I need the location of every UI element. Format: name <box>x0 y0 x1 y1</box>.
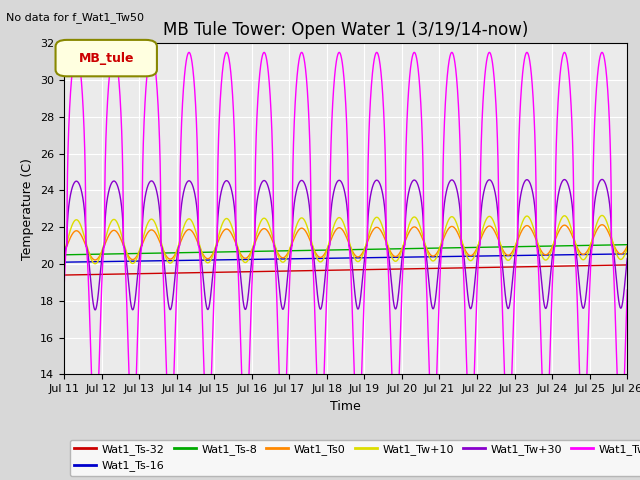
Text: MB_tule: MB_tule <box>79 52 134 65</box>
Wat1_Ts0 <box>598 222 606 228</box>
Wat1_Ts-8 <box>275 248 283 254</box>
Wat1_Tw100 <box>166 436 174 442</box>
Wat1_Tw+30 <box>524 177 531 182</box>
Line: Wat1_Ts0: Wat1_Ts0 <box>64 225 627 260</box>
X-axis label: Time: Time <box>330 400 361 413</box>
Wat1_Ts-16 <box>426 254 434 260</box>
Wat1_Tw+10 <box>524 213 531 219</box>
Wat1_Ts0 <box>524 223 531 228</box>
FancyBboxPatch shape <box>56 40 157 76</box>
Wat1_Tw100 <box>163 363 170 369</box>
Line: Wat1_Ts-32: Wat1_Ts-32 <box>64 265 627 275</box>
Wat1_Ts-8 <box>524 243 531 249</box>
Wat1_Ts-16 <box>481 253 488 259</box>
Wat1_Tw+10 <box>60 250 68 255</box>
Wat1_Ts-8 <box>623 242 631 248</box>
Wat1_Ts0 <box>481 228 488 234</box>
Wat1_Tw100 <box>623 287 631 293</box>
Wat1_Tw100 <box>427 402 435 408</box>
Y-axis label: Temperature (C): Temperature (C) <box>22 158 35 260</box>
Wat1_Tw+10 <box>398 247 406 253</box>
Wat1_Ts-8 <box>60 252 68 258</box>
Line: Wat1_Tw+30: Wat1_Tw+30 <box>64 180 627 310</box>
Wat1_Tw100 <box>60 287 68 293</box>
Wat1_Ts-16 <box>623 251 631 257</box>
Text: No data for f_Wat1_Tw50: No data for f_Wat1_Tw50 <box>6 12 145 23</box>
Wat1_Tw+30 <box>60 258 68 264</box>
Wat1_Ts0 <box>92 257 99 263</box>
Wat1_Ts-16 <box>398 254 406 260</box>
Wat1_Ts-32 <box>623 262 631 268</box>
Wat1_Ts-32 <box>163 270 170 276</box>
Wat1_Ts-32 <box>275 268 283 274</box>
Wat1_Ts-32 <box>60 272 68 278</box>
Wat1_Ts-32 <box>398 266 406 272</box>
Wat1_Ts-16 <box>524 252 531 258</box>
Line: Wat1_Ts-16: Wat1_Ts-16 <box>64 254 627 262</box>
Wat1_Tw+30 <box>426 294 434 300</box>
Wat1_Tw+30 <box>481 187 488 192</box>
Wat1_Tw+10 <box>163 256 170 262</box>
Wat1_Ts0 <box>623 243 631 249</box>
Title: MB Tule Tower: Open Water 1 (3/19/14-now): MB Tule Tower: Open Water 1 (3/19/14-now… <box>163 21 528 39</box>
Wat1_Tw100 <box>373 49 381 55</box>
Wat1_Tw+10 <box>481 221 488 227</box>
Wat1_Ts-8 <box>426 245 434 251</box>
Wat1_Ts-32 <box>426 265 434 271</box>
Wat1_Tw100 <box>481 77 488 83</box>
Legend: Wat1_Ts-32, Wat1_Ts-16, Wat1_Ts-8, Wat1_Ts0, Wat1_Tw+10, Wat1_Tw+30, Wat1_Tw100: Wat1_Ts-32, Wat1_Ts-16, Wat1_Ts-8, Wat1_… <box>70 440 640 476</box>
Wat1_Tw100 <box>275 374 283 380</box>
Wat1_Tw+30 <box>398 257 406 263</box>
Wat1_Ts0 <box>426 252 434 258</box>
Wat1_Tw+30 <box>275 286 283 292</box>
Wat1_Ts-16 <box>60 259 68 265</box>
Wat1_Tw100 <box>524 49 531 55</box>
Wat1_Ts-32 <box>524 264 531 270</box>
Wat1_Ts-8 <box>163 250 170 256</box>
Wat1_Tw+30 <box>598 177 606 182</box>
Wat1_Ts-16 <box>163 258 170 264</box>
Wat1_Ts0 <box>275 252 283 258</box>
Wat1_Tw+10 <box>623 245 631 251</box>
Wat1_Ts-16 <box>275 256 283 262</box>
Line: Wat1_Tw100: Wat1_Tw100 <box>64 52 627 439</box>
Wat1_Ts0 <box>398 246 406 252</box>
Wat1_Tw+10 <box>426 256 434 262</box>
Wat1_Tw+10 <box>275 255 283 261</box>
Wat1_Tw+10 <box>598 213 606 218</box>
Wat1_Ts-8 <box>398 246 406 252</box>
Wat1_Ts-8 <box>481 244 488 250</box>
Wat1_Tw+30 <box>92 307 99 313</box>
Line: Wat1_Ts-8: Wat1_Ts-8 <box>64 245 627 255</box>
Wat1_Ts0 <box>163 253 170 259</box>
Wat1_Tw+30 <box>163 284 170 289</box>
Wat1_Tw+10 <box>92 261 99 266</box>
Wat1_Ts-32 <box>481 264 488 270</box>
Line: Wat1_Tw+10: Wat1_Tw+10 <box>64 216 627 264</box>
Wat1_Ts0 <box>60 250 68 255</box>
Wat1_Tw100 <box>398 285 406 291</box>
Wat1_Tw+30 <box>623 256 631 262</box>
